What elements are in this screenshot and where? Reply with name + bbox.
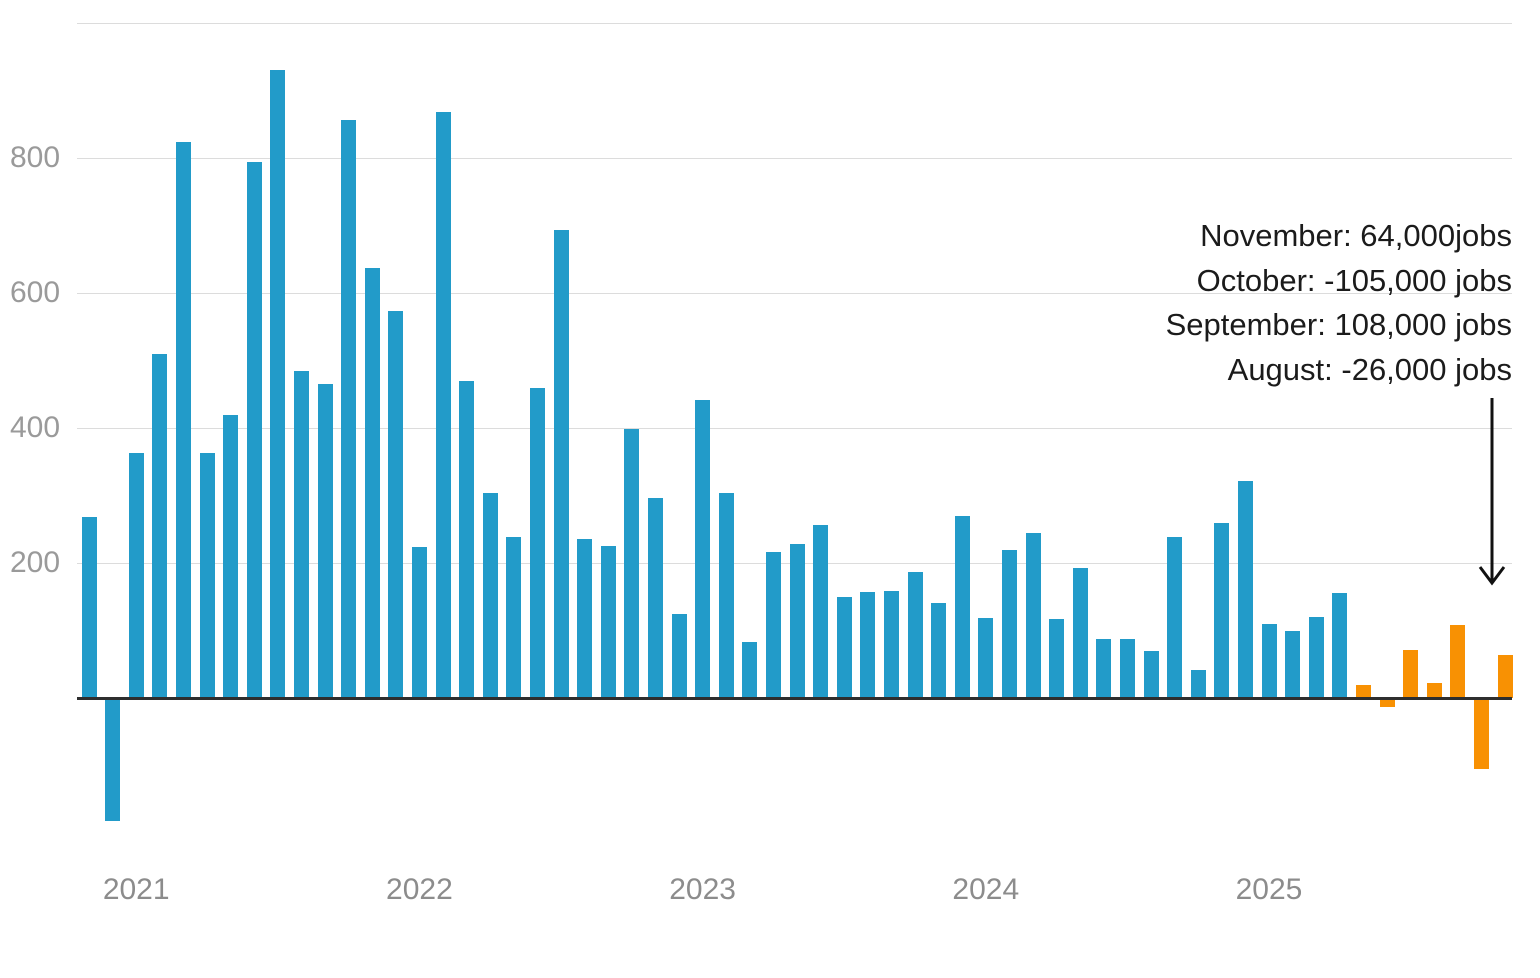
bar-apr-2022[interactable] — [482, 493, 498, 698]
bar-mar-2023[interactable] — [742, 641, 758, 698]
gridline-600 — [77, 292, 1512, 294]
bar-oct-2022[interactable] — [624, 429, 640, 698]
bar-nov-2022[interactable] — [647, 498, 663, 698]
bar-apr-2023[interactable] — [765, 551, 781, 698]
bar-feb-2021[interactable] — [152, 354, 168, 698]
bar-aug-2025[interactable] — [1426, 683, 1442, 698]
bar-jan-2025[interactable] — [1261, 623, 1277, 698]
bar-sep-2023[interactable] — [883, 590, 899, 698]
bar-jul-2022[interactable] — [553, 229, 569, 698]
bar-nov-2020[interactable] — [81, 517, 97, 698]
annotation-line-november: November: 64,000jobs — [1200, 218, 1512, 253]
bar-may-2023[interactable] — [789, 544, 805, 698]
bar-jan-2021[interactable] — [128, 452, 144, 698]
bar-oct-2021[interactable] — [341, 120, 357, 698]
bar-jul-2025[interactable] — [1403, 650, 1419, 698]
bar-jul-2024[interactable] — [1119, 638, 1135, 698]
bar-sep-2022[interactable] — [600, 546, 616, 698]
x-axis-label-2024: 2024 — [952, 873, 1020, 906]
gridline-400 — [77, 427, 1512, 429]
gridline-1000 — [77, 22, 1512, 24]
bar-jul-2023[interactable] — [836, 597, 852, 698]
bar-may-2025[interactable] — [1355, 685, 1371, 698]
bar-dec-2022[interactable] — [671, 613, 687, 698]
y-axis-label-400: 400 — [10, 411, 61, 444]
bar-dec-2024[interactable] — [1237, 481, 1253, 698]
bar-may-2024[interactable] — [1072, 568, 1088, 698]
bar-apr-2024[interactable] — [1049, 619, 1065, 698]
bar-nov-2024[interactable] — [1214, 523, 1230, 698]
bar-jun-2024[interactable] — [1096, 639, 1112, 698]
x-axis-label-2021: 2021 — [102, 873, 170, 906]
annotation-line-august: August: -26,000 jobs — [1227, 351, 1512, 387]
bar-feb-2024[interactable] — [1001, 550, 1017, 698]
bar-aug-2023[interactable] — [860, 592, 876, 698]
bar-feb-2023[interactable] — [718, 492, 734, 698]
bar-dec-2021[interactable] — [388, 311, 404, 698]
bar-oct-2025[interactable] — [1473, 698, 1489, 769]
bar-mar-2025[interactable] — [1308, 617, 1324, 698]
y-axis-label-200: 200 — [10, 546, 61, 579]
bar-jun-2022[interactable] — [529, 387, 545, 698]
x-axis-line — [77, 696, 1512, 700]
annotation-line-september: September: 108,000 jobs — [1165, 307, 1512, 342]
bar-mar-2022[interactable] — [459, 380, 475, 698]
annotation-arrow-icon — [1478, 398, 1506, 586]
bar-sep-2024[interactable] — [1167, 537, 1183, 698]
bar-apr-2025[interactable] — [1332, 592, 1348, 698]
bar-jun-2025[interactable] — [1379, 698, 1395, 708]
bar-may-2021[interactable] — [223, 415, 239, 698]
x-axis-label-2025: 2025 — [1235, 873, 1303, 906]
bar-jan-2022[interactable] — [411, 546, 427, 698]
bar-aug-2021[interactable] — [293, 370, 309, 698]
bar-feb-2022[interactable] — [435, 112, 451, 698]
bar-sep-2025[interactable] — [1450, 625, 1466, 698]
bar-jul-2021[interactable] — [270, 70, 286, 698]
bar-nov-2023[interactable] — [931, 602, 947, 698]
annotation-callout: November: 64,000jobs October: -105,000 j… — [1166, 214, 1512, 392]
annotation-line-october: October: -105,000 jobs — [1196, 262, 1512, 298]
x-axis-label-2023: 2023 — [669, 873, 736, 906]
bar-oct-2024[interactable] — [1190, 669, 1206, 698]
bar-dec-2023[interactable] — [954, 515, 970, 698]
x-axis-label-2022: 2022 — [386, 873, 453, 906]
bar-nov-2021[interactable] — [364, 268, 380, 698]
bar-aug-2022[interactable] — [577, 539, 593, 698]
bar-mar-2021[interactable] — [175, 141, 191, 698]
bar-oct-2023[interactable] — [907, 571, 923, 698]
bar-jun-2023[interactable] — [813, 524, 829, 698]
bar-mar-2024[interactable] — [1025, 533, 1041, 698]
bar-aug-2024[interactable] — [1143, 650, 1159, 698]
bar-jan-2023[interactable] — [695, 399, 711, 698]
bar-dec-2020[interactable] — [105, 698, 121, 821]
bar-nov-2025[interactable] — [1497, 654, 1513, 698]
gridline-800 — [77, 157, 1512, 159]
y-axis-label-800: 800 — [10, 141, 61, 174]
bar-may-2022[interactable] — [506, 537, 522, 698]
y-axis-label-600: 600 — [10, 276, 61, 309]
bar-feb-2025[interactable] — [1285, 631, 1301, 698]
bar-sep-2021[interactable] — [317, 384, 333, 698]
bar-jun-2021[interactable] — [246, 162, 262, 698]
bar-jan-2024[interactable] — [978, 617, 994, 698]
bar-apr-2021[interactable] — [199, 452, 215, 698]
